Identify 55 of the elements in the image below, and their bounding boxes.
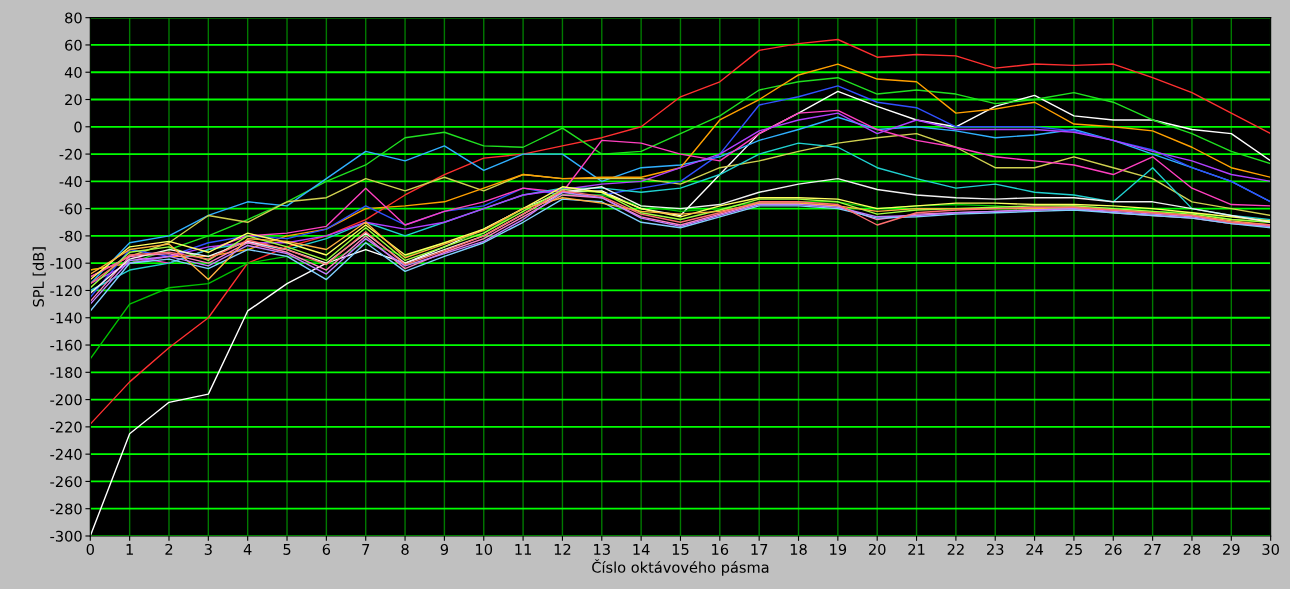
y-tick-label: -260 [50, 476, 82, 488]
x-tick-label: 15 [672, 544, 689, 555]
y-tick-label: -220 [50, 421, 82, 433]
x-tick-label: 8 [401, 543, 409, 555]
y-tick-label: 40 [64, 66, 82, 78]
x-tick-label: 29 [1223, 543, 1240, 555]
x-tick-label: 5 [283, 544, 291, 555]
x-tick-label: 23 [987, 543, 1004, 555]
y-tick-label: -140 [50, 312, 82, 324]
x-tick-label: 14 [633, 544, 650, 555]
line-series [90, 85, 1271, 298]
x-tick-label: 13 [594, 543, 610, 555]
x-tick-label: 18 [790, 543, 807, 555]
y-tick-label: -240 [50, 448, 82, 460]
y-tick-label: -300 [50, 530, 82, 542]
x-tick-label: 6 [322, 543, 331, 555]
x-tick-label: 21 [908, 543, 925, 555]
x-axis-title: Číslo oktávového pásma [592, 559, 769, 576]
x-tick-label: 19 [830, 543, 847, 555]
y-tick-label: 60 [65, 39, 82, 51]
x-tick-label: 22 [947, 543, 964, 555]
x-tick-label: 20 [868, 543, 886, 555]
x-tick-label: 28 [1183, 543, 1201, 555]
x-tick-label: 17 [751, 544, 768, 555]
y-tick-label: -20 [59, 148, 82, 160]
y-tick-label: 20 [65, 94, 82, 106]
y-tick-label: -280 [50, 503, 82, 515]
y-tick-label: -60 [59, 203, 82, 215]
x-tick-label: 9 [440, 543, 449, 555]
y-tick-label: -180 [50, 367, 82, 379]
x-tick-label: 27 [1144, 543, 1161, 555]
y-tick-label: -200 [50, 394, 82, 406]
y-tick-label: -160 [50, 339, 82, 351]
y-tick-label: -80 [59, 230, 82, 242]
line-series [90, 38, 1271, 425]
x-tick-label: 12 [554, 543, 571, 555]
y-tick-label: -40 [59, 176, 82, 188]
x-tick-label: 1 [126, 544, 133, 555]
x-tick-label: 16 [712, 543, 729, 555]
x-tick-label: 26 [1105, 543, 1122, 555]
x-tick-label: 0 [86, 543, 94, 555]
y-axis-title: SPL [dB] [32, 247, 46, 307]
x-tick-label: 30 [1262, 543, 1279, 555]
y-tick-label: 80 [65, 12, 82, 24]
x-tick-label: 7 [362, 544, 370, 555]
x-tick-label: 25 [1065, 543, 1082, 555]
x-tick-label: 2 [165, 543, 173, 555]
x-tick-label: 4 [243, 544, 252, 555]
x-tick-label: 24 [1026, 543, 1044, 555]
y-tick-label: -120 [50, 285, 82, 297]
y-tick-label: 0 [74, 121, 82, 133]
y-tick-label: -100 [50, 257, 82, 269]
x-tick-label: 10 [476, 543, 493, 555]
x-tick-label: 11 [515, 544, 532, 555]
x-tick-label: 3 [204, 543, 212, 555]
